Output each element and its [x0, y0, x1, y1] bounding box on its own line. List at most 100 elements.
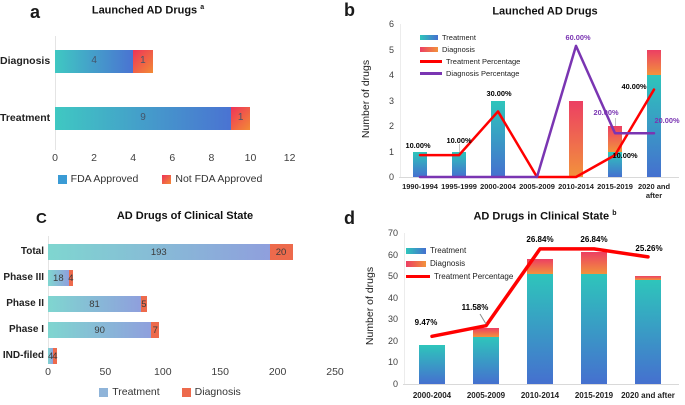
- x-tick-label: 200: [268, 366, 287, 378]
- legend-label: FDA Approved: [70, 173, 139, 185]
- legend-item: Not FDA Approved: [162, 173, 262, 185]
- legend-item: Treatment Percentage: [420, 57, 520, 66]
- bar-segment-diagnosis: [68, 270, 74, 286]
- percent-data-label: 26.84%: [580, 235, 608, 244]
- y-tick-label: 0: [388, 172, 394, 182]
- bar-segment-diagnosis: [527, 258, 553, 274]
- bar-value-label: 5: [141, 298, 147, 310]
- panel-letter-b: b: [344, 0, 355, 20]
- x-tick-label: 0: [52, 152, 58, 164]
- legend-swatch-fda-approved: [57, 174, 67, 184]
- panel-d-title-superscript: b: [612, 210, 617, 217]
- y-tick-label: 20: [387, 335, 398, 346]
- legend-swatch-diagnosis: [181, 387, 191, 397]
- legend-label: Treatment Percentage: [434, 272, 514, 281]
- x-category-label: 1990-1994: [402, 182, 438, 191]
- panel-letter-a: a: [30, 2, 41, 22]
- legend-item: Diagnosis Percentage: [420, 69, 519, 78]
- legend-swatch-diagnosis: [420, 46, 438, 53]
- category-label: Phase III: [3, 272, 44, 283]
- x-category-label: 2010-2014: [520, 391, 560, 400]
- bar-segment-treatment: [527, 273, 553, 384]
- bar-segment-diagnosis: [569, 100, 583, 177]
- bar-value-label: 4: [68, 272, 74, 284]
- x-tick-label: 12: [283, 152, 296, 164]
- category-label: Total: [20, 246, 44, 257]
- panel-letter-d: d: [344, 208, 355, 228]
- legend-label: Diagnosis: [430, 259, 466, 268]
- bar-segment-treatment: [473, 336, 499, 384]
- legend-item: Treatment: [99, 386, 160, 398]
- category-label: Treatment: [0, 112, 51, 124]
- x-category-label: 2020 and after: [621, 391, 675, 400]
- panel-letter-c: C: [36, 210, 47, 227]
- panel-c: C AD Drugs of Clinical State Total 193 20 P…: [0, 202, 344, 405]
- legend-label: Diagnosis: [194, 386, 241, 398]
- y-tick-label: 0: [392, 379, 398, 389]
- percent-data-label: 40.00%: [621, 82, 647, 91]
- bar-segment-treatment: [48, 322, 152, 338]
- category-label: Diagnosis: [0, 55, 51, 67]
- bar-segment-treatment: [48, 348, 53, 364]
- bar-segment-diagnosis: [151, 322, 160, 338]
- error-bar-whisker: [615, 118, 616, 126]
- bar-value-label: 4: [52, 350, 58, 362]
- bar-segment-treatment: [419, 345, 445, 384]
- bar-value-label: 18: [53, 272, 64, 284]
- percent-data-label: 60.00%: [565, 33, 591, 42]
- y-axis-line: [404, 233, 405, 384]
- bar-value-label: 81: [89, 298, 100, 310]
- bar-value-label: 90: [94, 324, 105, 336]
- legend-label: Treatment: [112, 386, 160, 398]
- bar-value-label: 9: [140, 112, 146, 123]
- bar-segment-not-fda-approved: [133, 50, 153, 73]
- y-tick-label: 6: [388, 19, 394, 29]
- bar-segment-treatment: [647, 75, 661, 177]
- y-axis-line: [400, 24, 401, 177]
- panel-a: a Launched AD Drugs a Diagnosis 4 1 Treatme…: [0, 0, 342, 202]
- bar-value-label: 7: [152, 324, 158, 336]
- bar-segment-treatment: [635, 280, 661, 384]
- percent-data-label: 25.26%: [635, 244, 663, 253]
- legend-label: Treatment: [430, 246, 467, 255]
- y-tick-label: 50: [387, 271, 398, 282]
- legend-label: Treatment: [442, 33, 476, 42]
- x-tick-label: 4: [130, 152, 137, 164]
- panel-a-title-superscript: a: [200, 4, 205, 11]
- legend-swatch-treatment-percentage: [406, 274, 430, 279]
- bar-segment-diagnosis: [647, 49, 661, 75]
- percent-data-label: 9.47%: [414, 318, 438, 327]
- bar-segment-fda-approved: [55, 107, 231, 130]
- panel-b-percentage-lines: [418, 44, 656, 179]
- panel-d-title-text: AD Drugs in Clinical State: [473, 210, 610, 223]
- legend-label: Treatment Percentage: [446, 57, 521, 66]
- panel-d-y-axis-label: Number of drugs: [364, 266, 376, 346]
- y-tick-label: 30: [387, 314, 398, 325]
- x-tick-label: 50: [99, 366, 112, 378]
- panel-c-title-text: AD Drugs of Clinical State: [116, 210, 254, 222]
- percent-data-label: 11.58%: [461, 303, 489, 312]
- bar-segment-diagnosis: [52, 348, 58, 364]
- y-tick-label: 1: [388, 146, 394, 157]
- bar-segment-treatment: [413, 151, 427, 177]
- legend: FDA Approved Not FDA Approved: [30, 173, 290, 185]
- panel-d: d AD Drugs in Clinical State b Number of…: [342, 202, 685, 405]
- legend: Treatment Diagnosis: [30, 386, 310, 398]
- legend-item: Treatment: [420, 33, 476, 42]
- x-category-label: 2005-2009: [519, 182, 555, 191]
- label-leader-line: [479, 313, 487, 325]
- percent-data-label: 30.00%: [486, 89, 512, 98]
- x-tick-label: 100: [154, 366, 172, 378]
- x-category-label: 2000-2004: [480, 182, 516, 191]
- bar-segment-diagnosis: [635, 276, 661, 281]
- bar-segment-diagnosis: [140, 296, 147, 312]
- legend-item: Treatment: [406, 246, 466, 255]
- y-tick-label: 2: [388, 121, 394, 131]
- error-bar-whisker: [459, 143, 460, 152]
- diagnosis-percentage-line: [418, 44, 656, 179]
- bar-segment-treatment: [452, 151, 466, 177]
- x-tick-label: 0: [45, 366, 51, 378]
- legend-swatch-treatment: [420, 34, 438, 41]
- bar-segment-treatment: [581, 273, 607, 384]
